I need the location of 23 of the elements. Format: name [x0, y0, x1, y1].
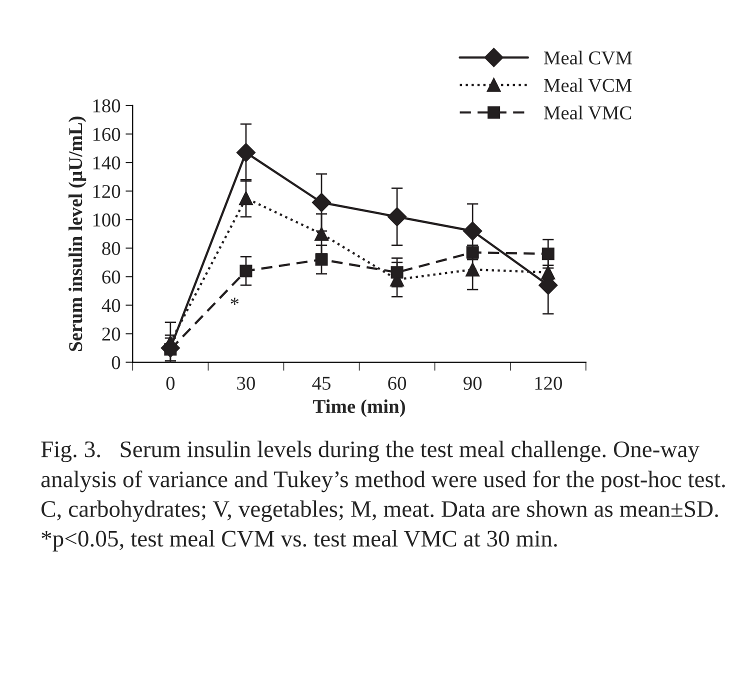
annotation: *: [230, 298, 239, 305]
caption: Fig. 3. Serum insulin levels during the test meal challenge. One-way analysis of variance and Tukey’s method were used for the post-hoc test. C, carbohydrates; V, vegetables; M, meat. Data are shown as mean±SD. *p<0.05, test meal CVM vs. test meal VMC at 30 min.: [41, 440, 725, 552]
y-tick-label: 40: [102, 299, 120, 312]
y-tick-label: 160: [93, 128, 120, 141]
y-tick-label: 0: [112, 356, 120, 370]
x-tick-label: 30: [237, 376, 255, 390]
legend-label: Meal VMC: [544, 106, 632, 120]
y-tick-label: 140: [93, 156, 120, 170]
x-axis-title: Time (min): [313, 399, 405, 417]
y-tick-label: 180: [93, 99, 120, 112]
legend-label: Meal VCM: [544, 78, 632, 92]
y-tick-label: 60: [102, 270, 120, 284]
x-tick-label: 45: [312, 376, 330, 390]
x-tick-label: 60: [388, 376, 406, 390]
y-axis-title: Serum insulin level (μU/mL): [68, 116, 86, 351]
y-tick-label: 120: [93, 184, 120, 198]
y-tick-label: 100: [93, 213, 120, 227]
x-tick-label: 90: [464, 376, 482, 390]
y-tick-label: 80: [102, 242, 120, 256]
x-tick-label: 0: [166, 376, 175, 390]
y-tick-label: 20: [102, 328, 120, 341]
x-tick-label: 120: [535, 376, 562, 390]
legend-label: Meal CVM: [544, 50, 632, 65]
